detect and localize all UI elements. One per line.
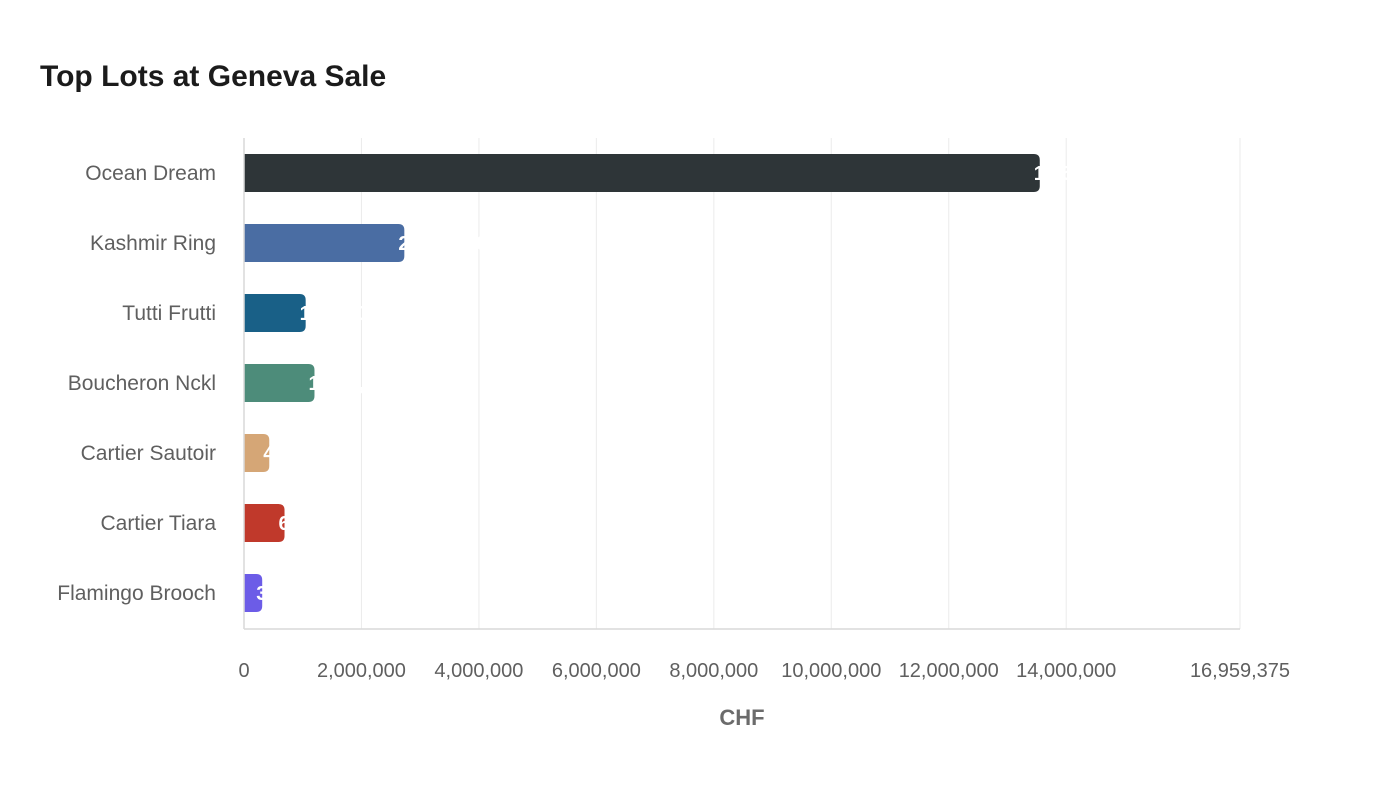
bar — [244, 574, 263, 612]
category-label: Ocean Dream — [85, 162, 216, 185]
x-tick-label: 2,000,000 — [317, 660, 406, 682]
x-tick-label: 14,000,000 — [1016, 660, 1116, 682]
x-tick-labels: 0 2,000,000 4,000,000 6,000,000 8,000,000 10,… — [238, 660, 1290, 682]
bar-value-label: 13,550,000 — [1034, 163, 1134, 185]
bars-layer: 13,550,000 2,730,000 1,050,000 1,200,000 430… — [244, 154, 1134, 612]
x-tick-label: 4,000,000 — [434, 660, 523, 682]
bar-value-label: 690,000 — [279, 513, 351, 535]
x-tick-label: 8,000,000 — [669, 660, 758, 682]
bar — [244, 434, 270, 472]
category-label: Cartier Tiara — [100, 512, 216, 535]
x-tick-label: 6,000,000 — [552, 660, 641, 682]
bar-value-label: 2,730,000 — [398, 233, 487, 255]
bar-value-label: 310,000 — [256, 583, 328, 605]
category-labels: Ocean Dream Kashmir Ring Tutti Frutti Bouch… — [57, 162, 216, 605]
category-label: Tutti Frutti — [122, 302, 216, 325]
bar — [244, 294, 306, 332]
category-label: Kashmir Ring — [90, 232, 216, 255]
bar — [244, 224, 405, 262]
category-label: Flamingo Brooch — [57, 582, 216, 605]
x-tick-label: 12,000,000 — [899, 660, 999, 682]
bar-value-label: 430,000 — [263, 443, 335, 465]
category-label: Boucheron Nckl — [68, 372, 216, 395]
bar — [244, 364, 315, 402]
category-label: Cartier Sautoir — [81, 442, 216, 465]
bar — [244, 504, 285, 542]
x-tick-label: 0 — [238, 660, 249, 682]
bar — [244, 154, 1040, 192]
grid-layer — [360, 138, 1241, 629]
chart-title: Top Lots at Geneva Sale — [40, 60, 387, 93]
bar-value-label: 1,200,000 — [308, 373, 397, 395]
x-axis-title: CHF — [719, 705, 764, 730]
x-tick-label: 16,959,375 — [1190, 660, 1290, 682]
x-tick-label: 10,000,000 — [781, 660, 881, 682]
bar-value-label: 1,050,000 — [300, 303, 389, 325]
